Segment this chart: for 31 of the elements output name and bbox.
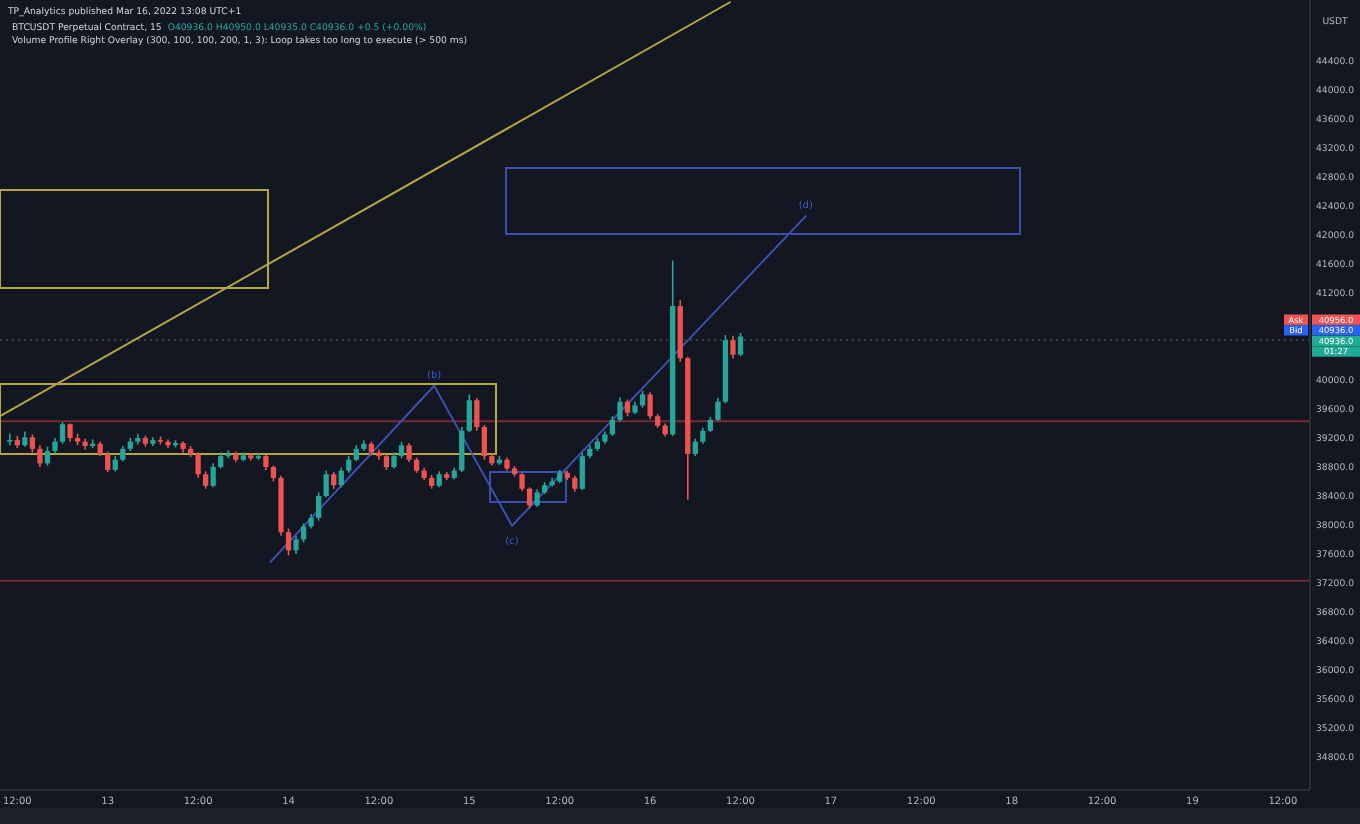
candlestick: [105, 450, 111, 473]
candlestick: [466, 393, 472, 433]
candlestick: [715, 397, 721, 423]
candlestick: [730, 334, 736, 360]
candlestick: [293, 535, 299, 555]
candlestick: [338, 466, 344, 489]
candlestick: [579, 451, 585, 491]
candlestick: [316, 491, 322, 522]
candlestick: [609, 415, 616, 437]
candlestick: [526, 486, 533, 510]
candlestick: [481, 424, 488, 461]
candlestick: [195, 451, 201, 479]
line-series: [269, 215, 807, 563]
candlestick: [300, 522, 307, 544]
candlestick: [323, 469, 329, 499]
candlestick: [737, 332, 744, 357]
candlestick: [406, 442, 412, 463]
candlestick: [647, 391, 653, 420]
candlestick: [67, 422, 73, 443]
candlestick: [210, 462, 216, 489]
candlestick: [7, 432, 13, 447]
candlestick: [285, 527, 292, 557]
candlestick: [519, 472, 525, 492]
candlestick: [29, 433, 36, 454]
candlestick: [474, 397, 480, 432]
candlestick: [44, 445, 51, 467]
candlestick: [459, 426, 465, 473]
candlestick: [37, 444, 43, 468]
candlestick: [617, 396, 623, 423]
candlestick: [59, 421, 66, 445]
candlestick: [225, 449, 231, 460]
